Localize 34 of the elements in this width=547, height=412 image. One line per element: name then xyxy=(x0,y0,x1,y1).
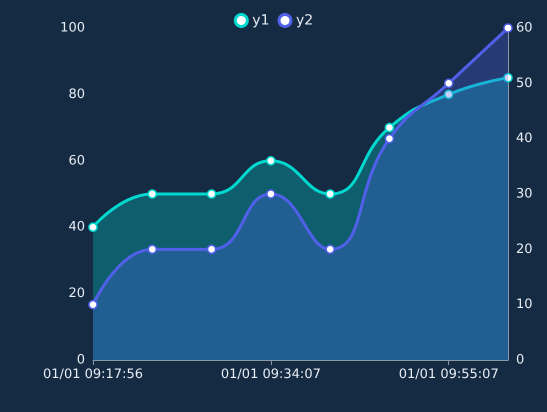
y2-tick-label: 50 xyxy=(516,76,533,91)
point xyxy=(206,244,216,254)
y2-tick-label: 20 xyxy=(516,242,533,257)
legend-label: y2 xyxy=(296,12,314,28)
point xyxy=(444,78,454,88)
point xyxy=(384,122,394,132)
y2-tick-label: 0 xyxy=(516,352,524,368)
point xyxy=(444,90,454,100)
point xyxy=(88,300,98,310)
point xyxy=(266,189,276,199)
x-tick-label: 01/01 09:17:56 xyxy=(43,367,143,382)
y-tick-label: 100 xyxy=(60,20,85,36)
point xyxy=(148,189,158,199)
y-tick-label: 60 xyxy=(68,153,85,168)
y-tick-label: 80 xyxy=(68,86,85,102)
point xyxy=(384,134,394,144)
x-tick-label: 01/01 09:55:07 xyxy=(398,367,499,382)
y-tick-label: 0 xyxy=(76,352,85,368)
legend-label: y1 xyxy=(252,12,270,28)
point xyxy=(88,222,98,232)
point xyxy=(206,189,216,199)
point xyxy=(503,73,513,83)
x-tick-label: 01/01 09:34:07 xyxy=(220,367,321,382)
y2-tick-label: 60 xyxy=(516,20,533,36)
point xyxy=(266,156,276,166)
y2-tick-label: 40 xyxy=(516,131,533,146)
y-tick-label: 40 xyxy=(68,220,85,235)
y-tick-label: 20 xyxy=(68,286,85,302)
point xyxy=(325,244,335,254)
y2-tick-label: 10 xyxy=(516,297,533,312)
y2-tick-label: 30 xyxy=(516,186,533,202)
point xyxy=(148,244,158,254)
point xyxy=(325,189,335,199)
point xyxy=(503,23,513,33)
